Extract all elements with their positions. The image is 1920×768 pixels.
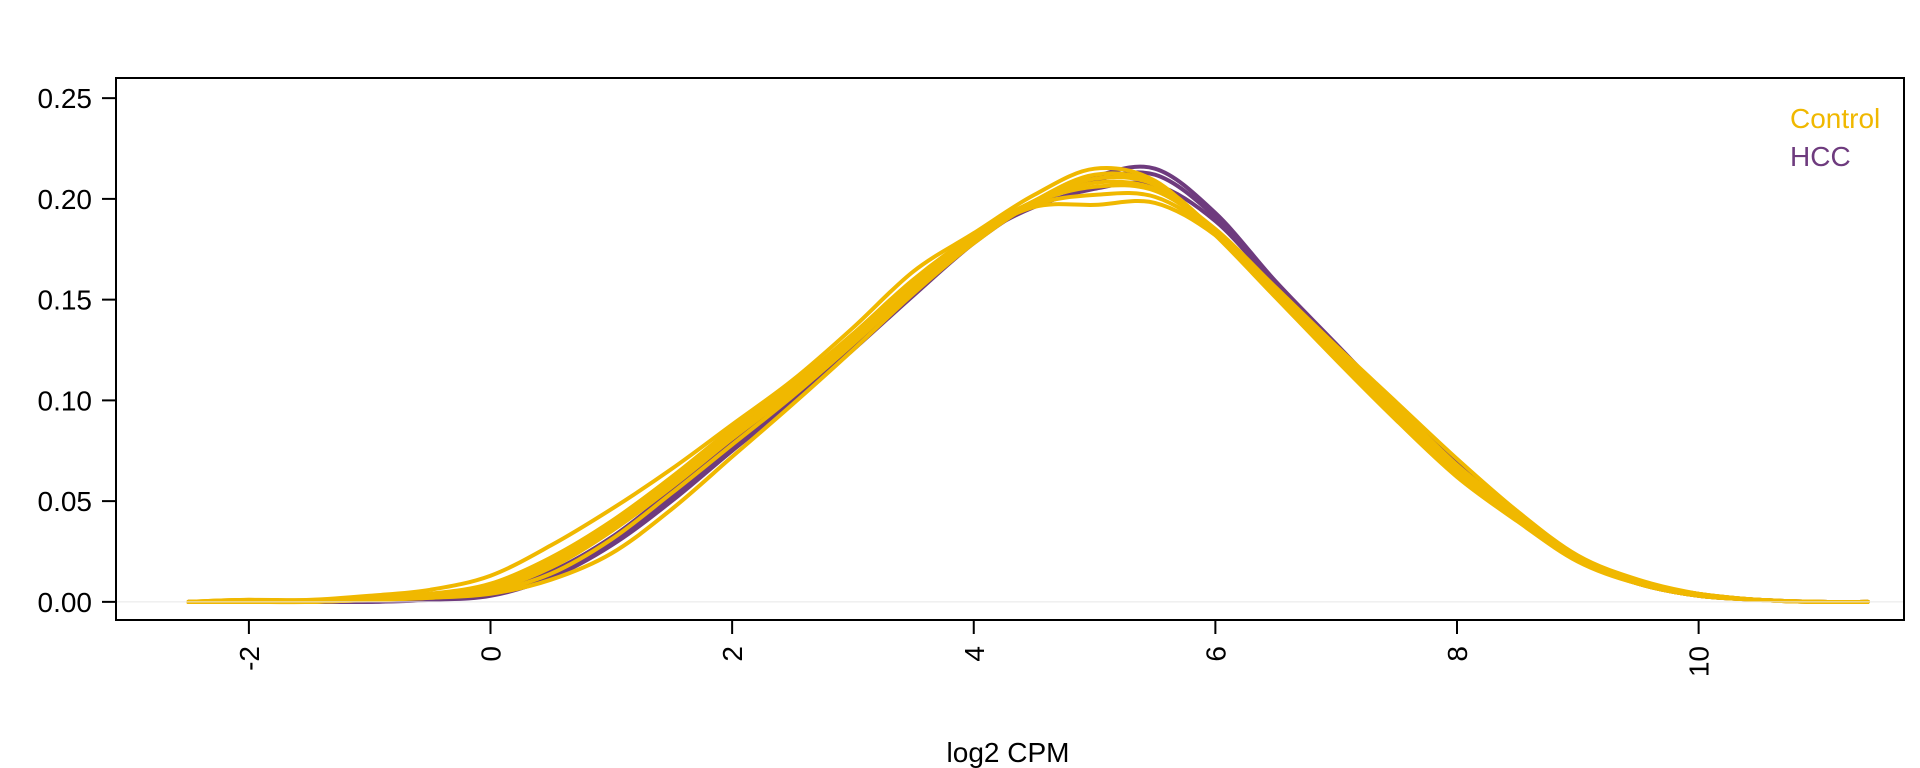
plot-frame bbox=[115, 77, 1905, 621]
legend-label-hcc: HCC bbox=[1790, 141, 1851, 172]
legend-label-control: Control bbox=[1790, 103, 1880, 134]
density-line-control-10 bbox=[186, 175, 1870, 605]
x-tick-label: 0 bbox=[476, 646, 507, 662]
density-line-control-9 bbox=[186, 183, 1870, 605]
density-line-control-7 bbox=[186, 171, 1870, 605]
density-line-control-5 bbox=[186, 199, 1870, 605]
y-tick-label: 0.15 bbox=[38, 285, 93, 316]
x-axis: -2 0 2 4 6 8 10 bbox=[234, 620, 1715, 677]
x-tick-label: 10 bbox=[1684, 646, 1715, 677]
x-tick-label: -2 bbox=[234, 646, 265, 671]
density-line-control-8 bbox=[186, 190, 1870, 605]
y-tick-label: 0.20 bbox=[38, 184, 93, 215]
density-curves bbox=[186, 164, 1870, 605]
x-tick-label: 6 bbox=[1200, 646, 1231, 662]
y-tick-label: 0.00 bbox=[38, 587, 93, 618]
y-tick-label: 0.10 bbox=[38, 385, 93, 416]
legend: Control HCC bbox=[1790, 103, 1880, 172]
x-tick-label: 4 bbox=[959, 646, 990, 662]
y-axis: 0.00 0.05 0.10 0.15 0.20 0.25 bbox=[38, 83, 116, 618]
y-tick-label: 0.25 bbox=[38, 83, 93, 114]
density-line-hcc-3 bbox=[186, 170, 1870, 605]
density-line-hcc-1 bbox=[186, 164, 1870, 605]
y-tick-label: 0.05 bbox=[38, 486, 93, 517]
x-tick-label: 8 bbox=[1442, 646, 1473, 662]
density-line-control-4 bbox=[186, 166, 1870, 605]
x-axis-title: log2 CPM bbox=[947, 737, 1070, 768]
density-line-hcc-2 bbox=[186, 180, 1870, 605]
density-line-control-6 bbox=[186, 179, 1870, 605]
x-tick-label: 2 bbox=[717, 646, 748, 662]
